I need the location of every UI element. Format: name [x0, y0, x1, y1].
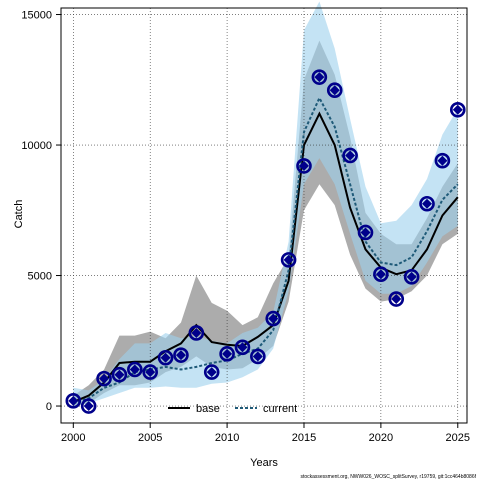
observed-point-2009 — [203, 364, 220, 380]
x-axis-title: Years — [250, 457, 278, 469]
y-tick-label-10000: 10000 — [21, 140, 52, 152]
y-tick-label-15000: 15000 — [21, 10, 52, 22]
observed-point-2007 — [173, 347, 189, 363]
grid-lines — [61, 8, 467, 423]
x-tick-label-2020: 2020 — [369, 432, 393, 444]
observed-point-2017 — [326, 82, 343, 99]
observed-point-2012 — [250, 348, 266, 365]
axes: 2000 2005 2010 2015 2020 2025 0 5000 10000 15000 — [21, 7, 470, 444]
observed-point-2004 — [127, 361, 143, 378]
plot-frame — [60, 7, 468, 424]
legend-label-base: base — [196, 403, 220, 415]
y-axis-title: Catch — [13, 200, 25, 229]
observed-point-2000 — [65, 393, 82, 409]
legend-label-current: current — [263, 403, 297, 415]
x-tick-label-2015: 2015 — [292, 432, 316, 444]
x-tick-label-2025: 2025 — [446, 432, 470, 444]
footer-note: stockassessment.org, NWW026_WOSC_splitSu… — [300, 474, 476, 480]
observed-point-2023 — [419, 195, 435, 212]
observed-point-2005 — [142, 364, 158, 380]
observed-point-2022 — [403, 269, 420, 285]
observed-point-2018 — [342, 147, 358, 164]
x-tick-label-2010: 2010 — [215, 432, 239, 444]
observed-point-2019 — [357, 224, 374, 241]
observed-point-2002 — [96, 370, 112, 387]
observed-point-2008 — [188, 325, 205, 341]
band-current — [73, 1, 458, 406]
confidence-bands — [73, 1, 458, 406]
observed-point-2014 — [280, 252, 297, 268]
observed-points — [65, 69, 466, 414]
line-base — [72, 111, 459, 404]
observed-point-2024 — [434, 152, 451, 169]
observed-point-2010 — [219, 346, 235, 362]
observed-point-2015 — [296, 158, 312, 174]
observed-point-2011 — [234, 339, 251, 356]
observed-point-2016 — [311, 69, 328, 85]
x-tick-label-2005: 2005 — [138, 432, 162, 444]
observed-point-2006 — [157, 349, 174, 366]
observed-point-2021 — [388, 291, 405, 307]
observed-point-2020 — [373, 266, 389, 283]
observed-point-2003 — [111, 366, 128, 383]
y-tick-label-5000: 5000 — [28, 271, 52, 283]
x-tick-label-2000: 2000 — [61, 432, 85, 444]
legend: base current — [168, 403, 297, 415]
y-tick-label-0: 0 — [46, 401, 52, 413]
observed-point-2025 — [449, 101, 466, 118]
observed-point-2013 — [265, 310, 282, 327]
observed-point-2001 — [80, 398, 97, 414]
